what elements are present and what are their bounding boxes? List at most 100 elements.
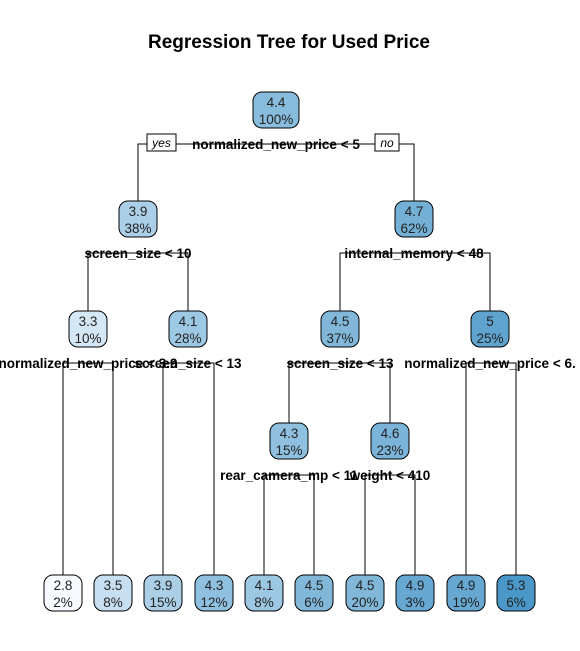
node-value: 4.3: [205, 578, 224, 593]
node-box: [93, 574, 133, 612]
edge-n2-right: [138, 252, 189, 311]
edge-n7-right: [490, 362, 517, 575]
edge-n6-right: [340, 362, 391, 423]
node-percent: 25%: [476, 331, 503, 346]
node-n4: 3.310%: [68, 310, 108, 348]
leaf-node-l7: 4.520%: [345, 574, 385, 612]
node-box: [68, 310, 108, 348]
edge-n2-left: [87, 252, 138, 311]
node-percent: 28%: [174, 331, 201, 346]
edge-n8-left: [263, 474, 289, 575]
edge-n1-right: [276, 143, 415, 201]
node-value: 5: [486, 314, 494, 329]
leaf-node-l6: 4.56%: [294, 574, 334, 612]
node-value: 4.1: [255, 578, 274, 593]
node-box: [395, 574, 435, 612]
node-group: 4.4100%3.938%4.762%3.310%4.128%4.537%525…: [43, 91, 536, 612]
node-box: [294, 574, 334, 612]
node-n7: 525%: [470, 310, 510, 348]
node-value: 3.5: [104, 578, 123, 593]
node-box: [496, 574, 536, 612]
node-percent: 3%: [405, 595, 425, 610]
yes-no-group: yes no: [146, 133, 400, 152]
node-box: [269, 422, 309, 460]
edge-n9-right: [390, 474, 416, 575]
leaf-node-l3: 3.915%: [143, 574, 183, 612]
yes-label-box: [146, 133, 177, 152]
node-value: 4.9: [406, 578, 425, 593]
node-box: [394, 200, 434, 238]
node-box: [118, 200, 158, 238]
node-box: [345, 574, 385, 612]
leaf-node-l2: 3.58%: [93, 574, 133, 612]
node-box: [252, 91, 300, 129]
node-n1: 4.4 100%: [252, 91, 300, 129]
node-box: [168, 310, 208, 348]
split-label-n6: screen_size < 13: [287, 356, 394, 371]
leaf-node-l9: 4.919%: [446, 574, 486, 612]
node-percent: 8%: [254, 595, 274, 610]
node-value: 4.5: [356, 578, 375, 593]
node-percent: 23%: [376, 443, 403, 458]
node-value: 3.3: [79, 314, 98, 329]
node-box: [320, 310, 360, 348]
leaf-node-l4: 4.312%: [194, 574, 234, 612]
node-value: 4.9: [457, 578, 476, 593]
node-value: 2.8: [54, 578, 73, 593]
edge-n5-right: [188, 362, 215, 575]
node-percent: 10%: [74, 331, 101, 346]
edge-n8-right: [289, 474, 315, 575]
node-value: 4.4: [267, 95, 286, 110]
node-box: [470, 310, 510, 348]
leaf-node-l8: 4.93%: [395, 574, 435, 612]
node-value: 4.3: [280, 426, 299, 441]
node-percent: 2%: [53, 595, 73, 610]
node-percent: 20%: [351, 595, 378, 610]
split-label-n1: normalized_new_price < 5: [192, 137, 360, 152]
node-n3: 4.762%: [394, 200, 434, 238]
node-value: 4.6: [381, 426, 400, 441]
node-box: [43, 574, 83, 612]
node-value: 4.5: [331, 314, 350, 329]
diagram-title: Regression Tree for Used Price: [148, 32, 430, 53]
split-label-n4: normalized_new_price < 3.9: [0, 356, 177, 371]
leaf-node-l1: 2.82%: [43, 574, 83, 612]
node-percent: 19%: [452, 595, 479, 610]
split-label-n5: screen_size < 13: [135, 356, 242, 371]
node-value: 3.9: [129, 204, 148, 219]
node-percent: 100%: [259, 112, 294, 127]
node-percent: 6%: [506, 595, 526, 610]
node-n8: 4.315%: [269, 422, 309, 460]
edge-n1-left: [137, 143, 276, 201]
node-value: 5.3: [507, 578, 526, 593]
node-box: [143, 574, 183, 612]
split-label-n3: internal_memory < 48: [344, 246, 484, 261]
node-value: 4.5: [305, 578, 324, 593]
node-value: 4.1: [179, 314, 198, 329]
edge-n4-left: [62, 362, 88, 575]
edge-n9-left: [364, 474, 390, 575]
node-percent: 8%: [103, 595, 123, 610]
edge-n6-left: [288, 362, 340, 423]
edge-group: [62, 143, 517, 575]
edge-n7-left: [465, 362, 490, 575]
split-label-n9: weight < 410: [349, 468, 431, 483]
node-percent: 15%: [275, 443, 302, 458]
edge-n5-left: [162, 362, 188, 575]
yes-label: yes: [151, 136, 171, 150]
node-percent: 62%: [400, 221, 427, 236]
node-box: [446, 574, 486, 612]
split-label-n8: rear_camera_mp < 11: [220, 468, 358, 483]
node-box: [244, 574, 284, 612]
node-box: [370, 422, 410, 460]
node-box: [194, 574, 234, 612]
edge-n3-left: [339, 252, 414, 311]
edge-n3-right: [414, 252, 491, 311]
split-label-group: normalized_new_price < 5 screen_size < 10…: [0, 137, 576, 483]
node-n2: 3.938%: [118, 200, 158, 238]
node-percent: 6%: [304, 595, 324, 610]
leaf-node-l10: 5.36%: [496, 574, 536, 612]
edge-n4-right: [88, 362, 114, 575]
node-percent: 37%: [326, 331, 353, 346]
